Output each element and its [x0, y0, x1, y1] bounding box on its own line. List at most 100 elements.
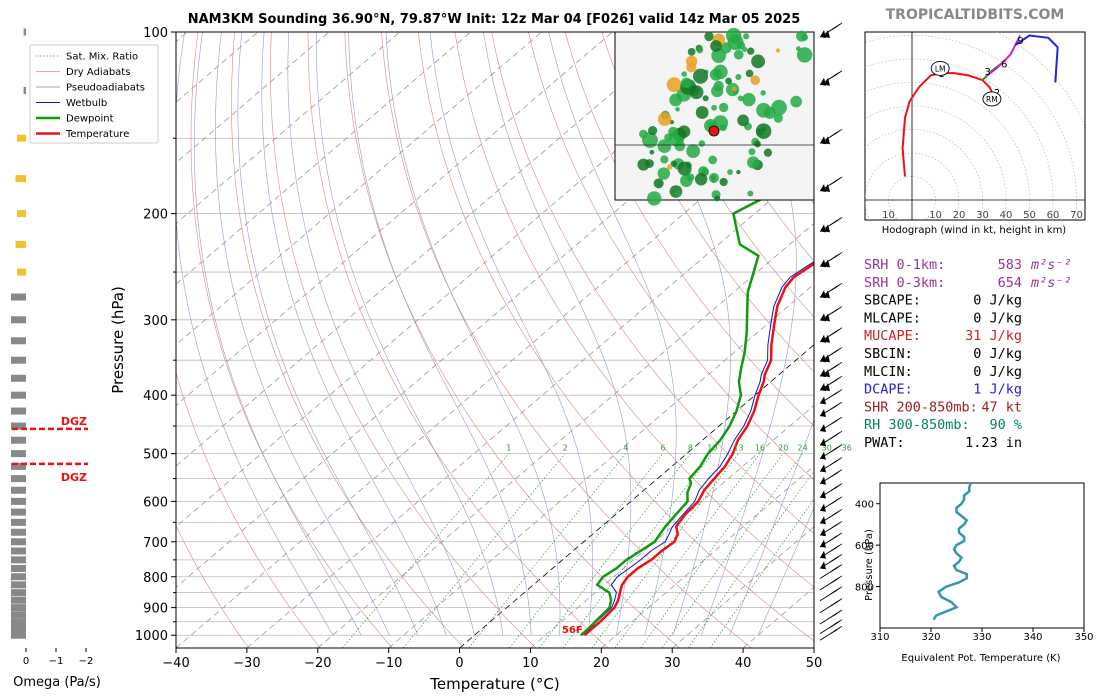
- param-label: MLCIN:: [864, 364, 913, 380]
- omega-bar: [11, 293, 26, 301]
- radar-echo: [673, 135, 678, 140]
- mixing-ratio-line: [709, 498, 814, 648]
- barb-flag: [824, 290, 830, 299]
- radar-echo: [657, 112, 672, 126]
- dry-adiabat-line: [638, 32, 814, 318]
- skewt-background-lines: [176, 32, 814, 648]
- barb-flag: [820, 528, 826, 537]
- pseudoadiabat-line: [316, 32, 504, 636]
- barb-flag: [820, 259, 826, 268]
- radar-echo: [711, 104, 717, 111]
- radar-echo: [694, 173, 708, 186]
- x-tick-label: 50: [806, 656, 823, 671]
- radar-echo: [675, 190, 682, 197]
- pseudoadiabat-line: [237, 32, 419, 636]
- dgz-label: DGZ: [61, 415, 87, 428]
- barb-feather: [834, 625, 843, 632]
- param-value: 654: [998, 275, 1022, 291]
- dry-adiabat-line: [417, 32, 814, 642]
- mixing-ratio-label: 36: [842, 444, 852, 453]
- barb-flag: [820, 516, 826, 525]
- wind-barb: [819, 306, 843, 322]
- barb-feather: [834, 553, 843, 560]
- param-value: 90 %: [989, 417, 1022, 433]
- mixing-ratio-label: 30: [822, 444, 832, 453]
- radar-echo: [649, 149, 655, 155]
- barb-flag: [824, 30, 830, 38]
- x-tick-label: 30: [664, 656, 681, 671]
- wind-barb: [819, 598, 843, 613]
- dry-adiabat-line: [381, 32, 752, 648]
- storm-motion-marker: [982, 91, 1002, 107]
- barb-feather: [834, 306, 843, 312]
- thetae-frame: [879, 482, 1085, 629]
- hodograph-tick-label: 10: [929, 210, 942, 221]
- radar-inset-map: [614, 27, 815, 206]
- wind-barb: [819, 609, 843, 625]
- radar-echo: [747, 190, 754, 197]
- param-label: SRH 0-3km:: [864, 275, 945, 291]
- dgz-label: DGZ: [61, 471, 87, 484]
- y-tick-label: 100: [143, 26, 168, 41]
- param-label: SBCAPE:: [864, 293, 921, 309]
- barb-flag: [820, 30, 826, 38]
- thetae-ylabel: Pressure (hPa): [864, 529, 875, 601]
- legend-label: Sat. Mix. Ratio: [66, 52, 138, 63]
- radar-echo: [743, 33, 750, 40]
- dry-adiabat-line: [564, 32, 814, 427]
- omega-bar: [11, 475, 26, 483]
- omega-bar: [11, 450, 26, 458]
- y-tick-label: 300: [143, 314, 168, 329]
- radar-echo: [714, 195, 721, 202]
- barb-feather: [834, 327, 843, 333]
- wind-barb: [819, 375, 843, 392]
- radar-location-marker: [708, 125, 720, 137]
- barb-flag: [820, 451, 826, 460]
- barb-flag: [820, 539, 826, 548]
- radar-echo: [698, 140, 706, 147]
- radar-echo: [642, 132, 658, 148]
- dry-adiabat-line: [601, 32, 814, 373]
- radar-echo: [755, 123, 772, 139]
- barb-flag: [824, 334, 830, 343]
- barb-flag: [820, 490, 826, 499]
- dry-adiabat-line: [307, 32, 609, 648]
- barb-feather: [834, 469, 843, 475]
- pseudoadiabat-line: [176, 32, 333, 636]
- legend: Sat. Mix. Ratio Dry Adiabats Pseudoadiabat…: [29, 44, 159, 144]
- mixing-ratio-line: [402, 453, 566, 648]
- hodograph-tick-label: 70: [1070, 210, 1083, 221]
- thetae-x-tick-label: 320: [921, 632, 940, 643]
- omega-xlabel: Omega (Pa/s): [13, 675, 101, 690]
- barb-flag: [820, 383, 826, 392]
- omega-bar: [11, 618, 26, 626]
- isotherm-line: [317, 222, 814, 648]
- barb-flag: [820, 464, 826, 473]
- omega-bar: [11, 462, 26, 470]
- skewt-ylabel: Pressure (hPa): [109, 286, 127, 394]
- radar-echo: [666, 77, 682, 93]
- radar-echo: [747, 156, 760, 169]
- mixing-ratio-line: [614, 453, 761, 648]
- mixing-ratio-label: 4: [623, 444, 628, 453]
- radar-echo: [751, 54, 765, 69]
- barb-flag: [824, 259, 830, 268]
- radar-echo: [704, 31, 714, 42]
- omega-bar: [17, 210, 26, 218]
- mixing-ratio-line: [562, 453, 713, 648]
- legend-label: Dry Adiabats: [66, 67, 130, 78]
- radar-echo: [737, 114, 749, 127]
- radar-echo: [773, 113, 783, 123]
- barb-flag: [820, 396, 826, 405]
- radar-echo: [695, 106, 709, 119]
- x-tick-label: −40: [162, 656, 189, 671]
- radar-echo: [747, 47, 755, 55]
- wind-barb: [819, 444, 843, 460]
- barb-feather: [834, 496, 843, 502]
- pseudoadiabat-line: [548, 32, 677, 636]
- omega-bar: [11, 631, 26, 639]
- hodograph-height-label: 9: [1017, 36, 1023, 47]
- barb-flag: [820, 409, 826, 418]
- wind-barb: [819, 252, 843, 268]
- dry-adiabat-line: [270, 32, 537, 648]
